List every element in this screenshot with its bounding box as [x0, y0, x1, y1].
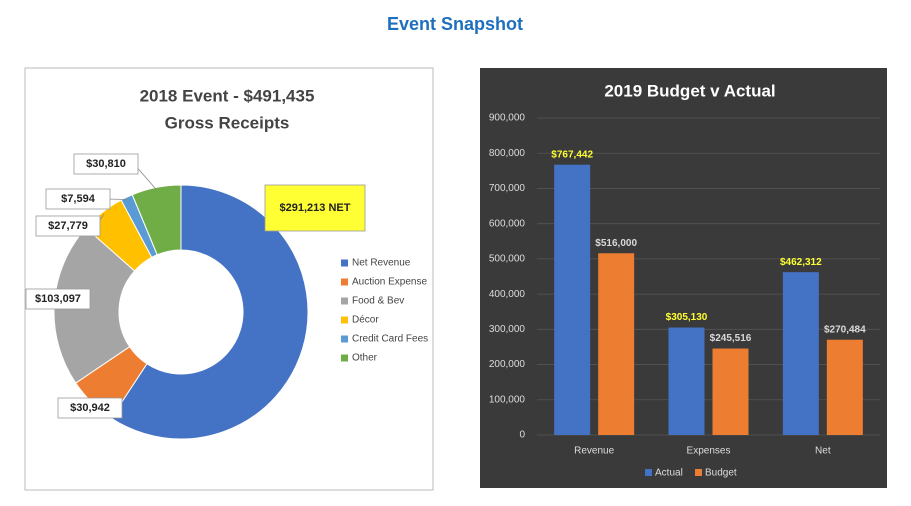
y-tick-label: 600,000 — [489, 218, 526, 229]
data-label: $27,779 — [48, 220, 88, 232]
y-tick-label: 900,000 — [489, 113, 526, 124]
label-box — [57, 397, 123, 419]
legend-label: Actual — [655, 468, 683, 479]
y-tick-label: 200,000 — [489, 359, 526, 370]
x-tick-label: Revenue — [574, 446, 614, 457]
legend-label: Credit Card Fees — [352, 334, 428, 345]
y-tick-label: 700,000 — [489, 183, 526, 194]
bar — [782, 272, 819, 435]
chart-title: Gross Receipts — [165, 113, 290, 132]
label-box — [45, 188, 111, 210]
label-box — [73, 153, 139, 175]
label-box — [35, 215, 101, 237]
bar — [598, 253, 635, 435]
bar — [668, 327, 705, 435]
x-tick-label: Net — [815, 446, 831, 457]
legend-swatch — [341, 297, 348, 305]
bar — [712, 348, 749, 435]
legend-swatch — [341, 259, 348, 267]
data-label: $516,000 — [595, 238, 637, 249]
y-tick-label: 800,000 — [489, 148, 526, 159]
data-label: $305,130 — [666, 312, 708, 323]
y-tick-label: 300,000 — [489, 324, 526, 335]
data-label: $291,213 NET — [280, 202, 351, 214]
legend-swatch — [695, 469, 702, 476]
data-label: $30,942 — [70, 402, 110, 414]
x-tick-label: Expenses — [687, 446, 731, 457]
data-label: $103,097 — [35, 293, 81, 305]
data-label: $462,312 — [780, 257, 822, 268]
legend-label: Auction Expense — [352, 277, 427, 288]
legend-swatch — [341, 316, 348, 324]
label-box — [25, 288, 91, 310]
data-label: $245,516 — [710, 333, 752, 344]
legend-swatch — [341, 335, 348, 343]
chart-title: 2018 Event - $491,435 — [140, 86, 315, 105]
donut-slice — [110, 184, 309, 440]
y-tick-label: 500,000 — [489, 254, 526, 265]
y-tick-label: 100,000 — [489, 394, 526, 405]
bar — [554, 164, 591, 435]
label-box — [264, 184, 366, 232]
data-label: $30,810 — [86, 158, 126, 170]
legend-label: Décor — [352, 315, 379, 326]
chart-title: 2019 Budget v Actual — [604, 81, 775, 100]
data-label: $270,484 — [824, 324, 866, 335]
data-label: $7,594 — [61, 193, 96, 205]
legend-label: Food & Bev — [352, 296, 404, 307]
legend-label: Budget — [705, 468, 737, 479]
legend-swatch — [341, 278, 348, 286]
donut-slice — [131, 184, 182, 256]
y-tick-label: 0 — [519, 430, 525, 441]
legend-swatch — [341, 354, 348, 362]
data-label: $767,442 — [551, 149, 593, 160]
legend-label: Other — [352, 353, 378, 364]
legend-swatch — [645, 469, 652, 476]
page-title: Event Snapshot — [387, 14, 523, 34]
legend-label: Net Revenue — [352, 258, 411, 269]
bar — [826, 339, 863, 435]
y-tick-label: 400,000 — [489, 289, 526, 300]
